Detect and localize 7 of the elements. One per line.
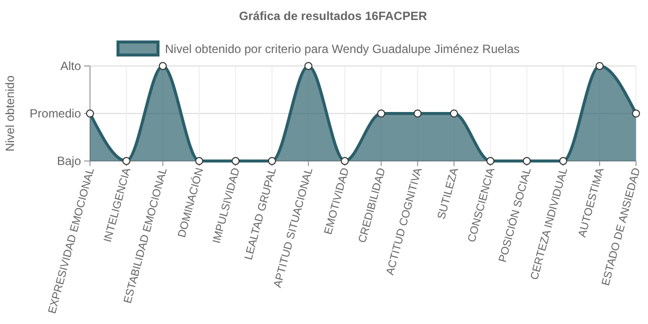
chart-title: Gráfica de resultados 16FACPER <box>238 9 428 23</box>
y-axis-title: Nivel obtenido <box>3 75 17 152</box>
category-label: Promedio <box>30 106 81 120</box>
category-label: Alto <box>60 59 81 73</box>
category-label: Bajo <box>56 154 81 168</box>
x-tick-label: LEALTAD GRUPAL <box>242 166 279 262</box>
legend-label: Nivel obtenido por criterio para Wendy Guadalupe Jiménez Ruelas <box>165 42 520 56</box>
